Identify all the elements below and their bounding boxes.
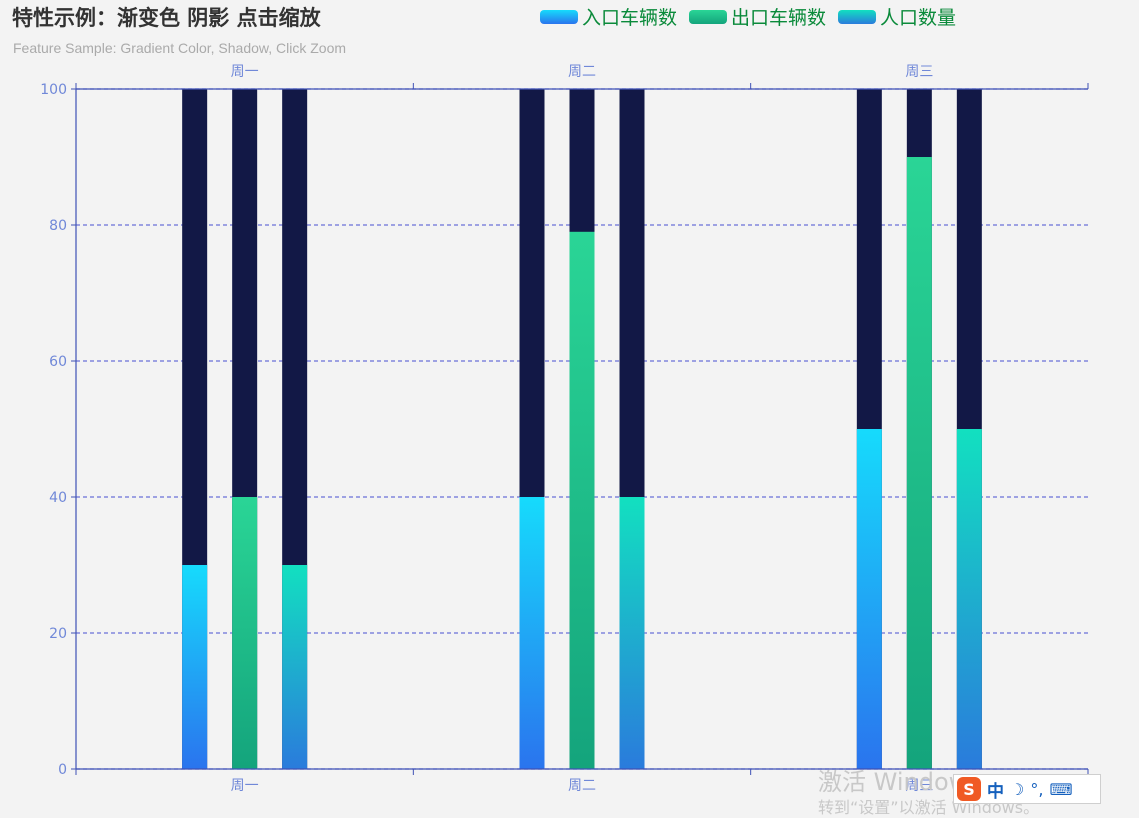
chart-title: 特性示例：渐变色 阴影 点击缩放 bbox=[12, 6, 321, 30]
bar-0-2[interactable] bbox=[282, 565, 308, 769]
y-tick-label: 80 bbox=[49, 218, 67, 234]
ime-mode-toggle[interactable]: 中 bbox=[987, 781, 1004, 802]
x-tick-label: 周二 bbox=[568, 778, 596, 794]
x-tick-label-top: 周二 bbox=[568, 64, 596, 80]
bar-2-0[interactable] bbox=[856, 429, 882, 769]
legend-item-entry-vehicles[interactable]: 入口车辆数 bbox=[540, 3, 677, 30]
legend-label: 人口数量 bbox=[880, 7, 957, 29]
x-tick-label-top: 周一 bbox=[231, 64, 259, 80]
legend-swatch-icon bbox=[540, 9, 578, 24]
y-tick-label: 40 bbox=[49, 490, 67, 506]
bar-2-1[interactable] bbox=[906, 157, 932, 769]
x-tick-label: 周一 bbox=[231, 778, 259, 794]
legend-label: 入口车辆数 bbox=[582, 7, 678, 29]
bar-0-0[interactable] bbox=[182, 565, 208, 769]
keyboard-icon[interactable]: ⌨ bbox=[1049, 779, 1073, 799]
bar-1-2[interactable] bbox=[619, 497, 645, 769]
moon-icon[interactable]: ☽ bbox=[1010, 779, 1025, 799]
bars bbox=[182, 89, 982, 770]
legend-swatch-icon bbox=[689, 9, 728, 24]
ime-toolbar[interactable]: S 中 ☽ °, ⌨ bbox=[953, 774, 1101, 804]
y-tick-label: 0 bbox=[58, 762, 67, 778]
punctuation-icon[interactable]: °, bbox=[1030, 779, 1044, 799]
bar-1-0[interactable] bbox=[519, 497, 545, 769]
y-tick-label: 100 bbox=[40, 82, 67, 98]
x-tick-label-top: 周三 bbox=[905, 64, 933, 80]
legend-label: 出口车辆数 bbox=[731, 7, 827, 29]
legend-item-population[interactable]: 人口数量 bbox=[838, 3, 956, 30]
chart-subtitle: Feature Sample: Gradient Color, Shadow, … bbox=[13, 40, 347, 56]
x-tick-label: 周三 bbox=[905, 778, 933, 794]
legend-swatch-icon bbox=[838, 9, 877, 24]
bar-0-1[interactable] bbox=[232, 497, 258, 769]
bar-2-2[interactable] bbox=[956, 429, 982, 769]
legend-item-exit-vehicles[interactable]: 出口车辆数 bbox=[689, 3, 826, 30]
y-tick-label: 20 bbox=[49, 626, 67, 642]
sogou-logo-icon[interactable]: S bbox=[957, 777, 981, 801]
bar-1-1[interactable] bbox=[569, 231, 595, 770]
legend: 入口车辆数 出口车辆数 人口数量 bbox=[540, 3, 956, 30]
y-tick-label: 60 bbox=[49, 354, 67, 370]
